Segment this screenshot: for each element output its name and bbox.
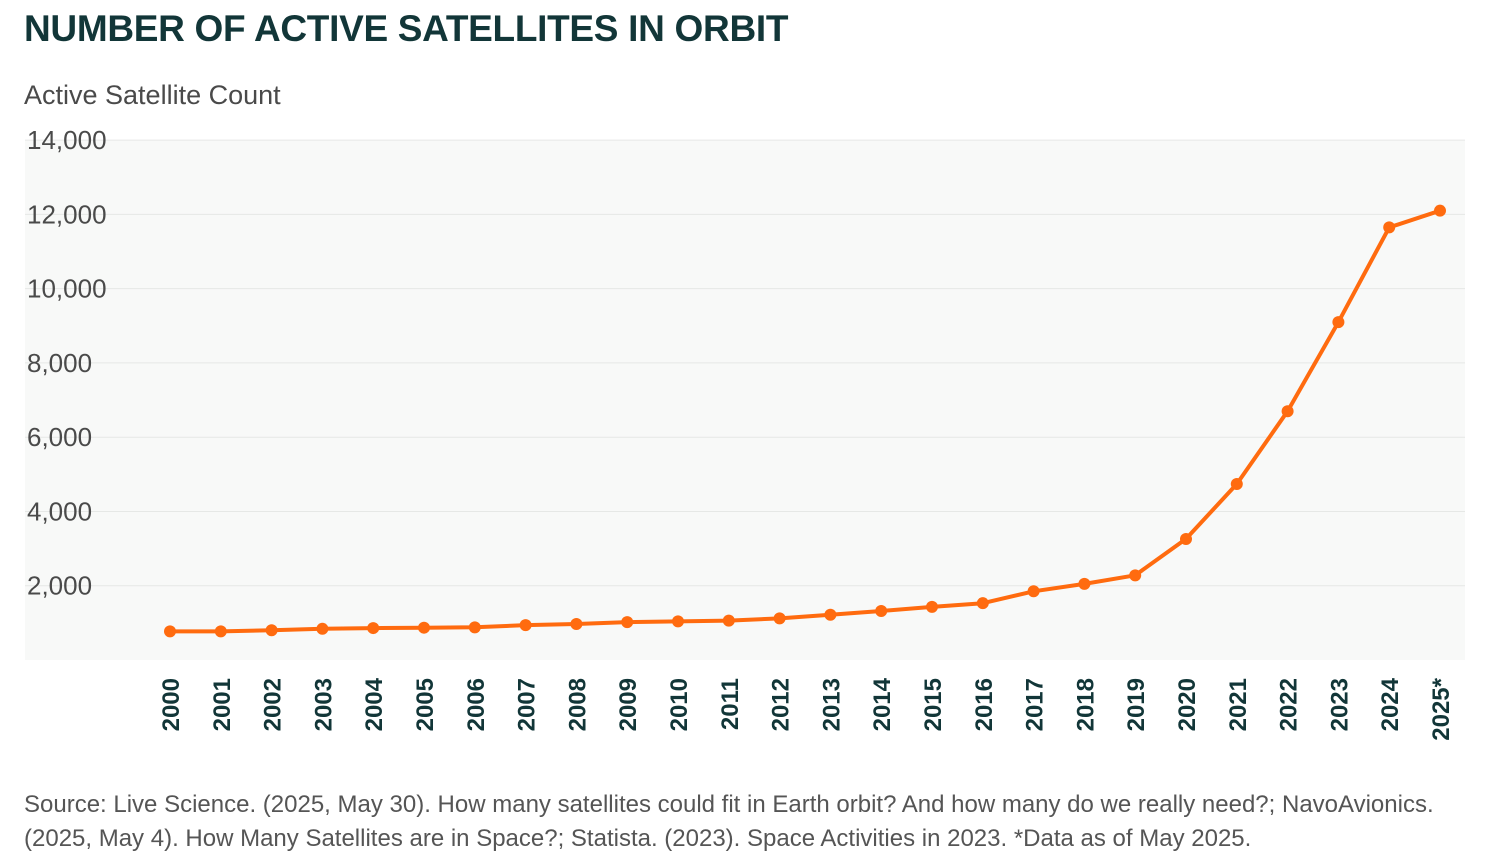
data-point xyxy=(672,615,684,628)
x-tick-label: 2021 xyxy=(1225,678,1252,731)
x-tick-label: 2019 xyxy=(1123,678,1150,731)
y-axis-ticks: 2,000 4,000 6,000 8,000 10,000 12,000 14,000 xyxy=(27,125,107,601)
data-point xyxy=(824,608,837,621)
data-point xyxy=(316,622,329,635)
y-tick-label: 2,000 xyxy=(27,571,92,601)
x-tick-label: 2017 xyxy=(1022,678,1049,731)
x-tick-label: 2006 xyxy=(463,678,490,731)
data-point xyxy=(418,621,430,634)
x-tick-label: 2003 xyxy=(310,678,337,731)
data-point xyxy=(1230,477,1243,490)
x-tick-label: 2023 xyxy=(1326,678,1353,731)
data-points xyxy=(164,204,1446,638)
y-tick-label: 10,000 xyxy=(27,274,107,304)
x-tick-label: 2000 xyxy=(158,678,185,731)
data-point xyxy=(875,604,888,617)
x-tick-label: 2018 xyxy=(1072,678,1099,731)
y-tick-label: 8,000 xyxy=(27,348,92,378)
x-tick-label: 2025* xyxy=(1428,677,1455,740)
x-tick-label: 2012 xyxy=(768,678,795,731)
x-tick-label: 2007 xyxy=(514,678,541,731)
series-line xyxy=(168,208,1442,634)
x-tick-label: 2015 xyxy=(920,678,947,731)
y-tick-label: 12,000 xyxy=(27,199,107,229)
data-point xyxy=(468,621,481,634)
data-point xyxy=(164,625,176,638)
data-point xyxy=(926,600,938,613)
gridlines xyxy=(25,139,1465,587)
x-tick-label: 2022 xyxy=(1276,678,1303,731)
x-tick-label: 2010 xyxy=(666,678,693,731)
x-tick-label: 2009 xyxy=(615,678,642,731)
data-point xyxy=(1078,577,1091,590)
data-point xyxy=(265,624,278,637)
data-point xyxy=(519,619,532,632)
data-point xyxy=(1180,532,1192,545)
data-point xyxy=(1027,585,1040,598)
x-tick-label: 2016 xyxy=(971,678,998,731)
chart-title: NUMBER OF ACTIVE SATELLITES IN ORBIT xyxy=(24,8,789,49)
data-point xyxy=(1434,204,1446,217)
x-tick-label: 2008 xyxy=(564,678,591,731)
x-tick-label: 2024 xyxy=(1377,677,1404,731)
y-tick-label: 4,000 xyxy=(27,496,92,526)
x-tick-label: 2004 xyxy=(361,677,388,731)
line-chart: 2,000 4,000 6,000 8,000 10,000 12,000 14,000 2… xyxy=(25,125,1465,741)
data-point xyxy=(773,612,786,625)
data-point xyxy=(570,617,583,630)
x-tick-label: 2011 xyxy=(717,678,744,730)
y-axis-title: Active Satellite Count xyxy=(24,80,281,110)
source-note: Source: Live Science. (2025, May 30). Ho… xyxy=(24,791,1434,852)
plot-area-background xyxy=(25,140,1465,660)
x-tick-label: 2020 xyxy=(1174,678,1201,731)
y-tick-label: 6,000 xyxy=(27,422,92,452)
x-tick-label: 2005 xyxy=(412,678,439,731)
data-point xyxy=(722,614,735,627)
y-tick-label: 14,000 xyxy=(27,125,107,155)
x-tick-label: 2014 xyxy=(869,677,896,731)
data-point xyxy=(1383,221,1396,234)
data-point xyxy=(367,622,380,635)
x-tick-label: 2002 xyxy=(260,678,287,731)
data-point xyxy=(1129,569,1142,582)
x-axis-ticks: 2000 2001 2002 2003 2004 2005 2006 2007 2008 2009… xyxy=(158,677,1455,740)
data-point xyxy=(214,625,227,638)
data-point xyxy=(621,616,634,629)
data-point xyxy=(1332,316,1345,329)
x-tick-label: 2013 xyxy=(818,678,845,731)
x-tick-label: 2001 xyxy=(209,678,236,731)
data-point xyxy=(1281,405,1294,418)
data-point xyxy=(976,597,989,610)
